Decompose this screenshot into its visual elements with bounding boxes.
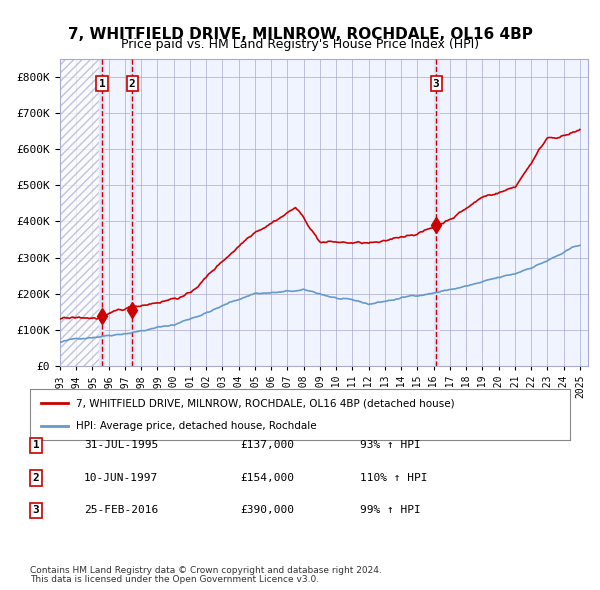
Text: Contains HM Land Registry data © Crown copyright and database right 2024.: Contains HM Land Registry data © Crown c… (30, 566, 382, 575)
Text: 1: 1 (98, 78, 105, 88)
Text: £390,000: £390,000 (240, 506, 294, 515)
Text: This data is licensed under the Open Government Licence v3.0.: This data is licensed under the Open Gov… (30, 575, 319, 584)
Text: 1: 1 (32, 441, 40, 450)
Text: 93% ↑ HPI: 93% ↑ HPI (360, 441, 421, 450)
Text: £137,000: £137,000 (240, 441, 294, 450)
Text: 7, WHITFIELD DRIVE, MILNROW, ROCHDALE, OL16 4BP (detached house): 7, WHITFIELD DRIVE, MILNROW, ROCHDALE, O… (76, 398, 455, 408)
Text: 31-JUL-1995: 31-JUL-1995 (84, 441, 158, 450)
Text: Price paid vs. HM Land Registry's House Price Index (HPI): Price paid vs. HM Land Registry's House … (121, 38, 479, 51)
Text: 99% ↑ HPI: 99% ↑ HPI (360, 506, 421, 515)
Bar (130, 59, 134, 366)
Bar (60, 59, 101, 366)
Text: HPI: Average price, detached house, Rochdale: HPI: Average price, detached house, Roch… (76, 421, 317, 431)
Text: 10-JUN-1997: 10-JUN-1997 (84, 473, 158, 483)
Text: 110% ↑ HPI: 110% ↑ HPI (360, 473, 427, 483)
Text: £154,000: £154,000 (240, 473, 294, 483)
Text: 3: 3 (433, 78, 439, 88)
Bar (100, 59, 104, 366)
Bar (60, 59, 101, 366)
Bar (434, 59, 439, 366)
Text: 3: 3 (32, 506, 40, 515)
Text: 2: 2 (32, 473, 40, 483)
Text: 7, WHITFIELD DRIVE, MILNROW, ROCHDALE, OL16 4BP: 7, WHITFIELD DRIVE, MILNROW, ROCHDALE, O… (68, 27, 532, 41)
Text: 2: 2 (129, 78, 136, 88)
Text: 25-FEB-2016: 25-FEB-2016 (84, 506, 158, 515)
